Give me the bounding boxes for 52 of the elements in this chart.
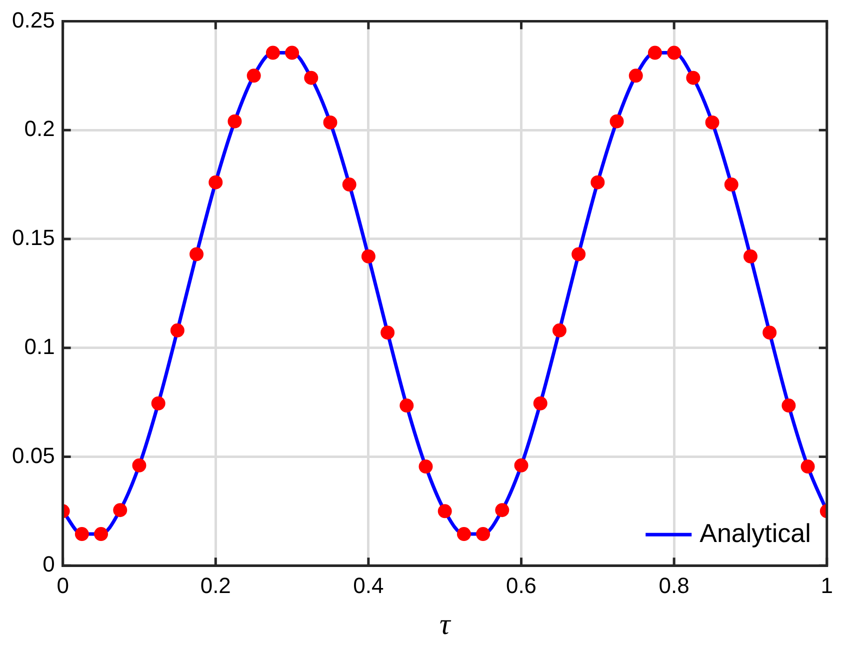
x-tick-label: 0.2 (200, 572, 231, 598)
point (74, 527, 89, 542)
point (438, 504, 452, 518)
point (285, 46, 300, 60)
point (456, 527, 471, 542)
x-axis-title: τ (439, 608, 452, 641)
point (132, 458, 146, 472)
point (228, 114, 242, 128)
point (476, 527, 490, 542)
point (495, 503, 510, 518)
point (400, 398, 414, 413)
y-tick-label: 0.1 (24, 334, 55, 359)
legend-label: Analytical (700, 518, 811, 548)
point (170, 323, 184, 338)
point (323, 115, 338, 130)
point (361, 249, 376, 264)
point (782, 398, 796, 413)
point (724, 178, 738, 192)
point (705, 115, 720, 130)
point (686, 70, 700, 85)
point (514, 458, 528, 472)
point (590, 175, 605, 190)
point (304, 70, 318, 85)
point (342, 178, 356, 192)
point (190, 247, 204, 262)
point (800, 460, 815, 474)
x-tick-label: 1 (820, 572, 834, 598)
point (246, 68, 261, 83)
point (208, 175, 223, 190)
point (94, 527, 108, 542)
point (572, 247, 586, 262)
x-tick-label: 0.8 (658, 572, 690, 598)
y-tick-label: 0 (42, 552, 55, 577)
point (380, 326, 395, 340)
y-tick-label: 0.15 (12, 225, 55, 250)
x-tick-label: 0.4 (353, 572, 384, 598)
point (610, 114, 624, 128)
point (628, 68, 643, 83)
point (552, 323, 566, 338)
point (418, 460, 433, 474)
point (648, 46, 662, 60)
point (762, 326, 777, 340)
y-tick-label: 0.05 (12, 442, 55, 468)
point (266, 46, 280, 60)
point (113, 503, 128, 518)
point (533, 396, 548, 410)
y-tick-label: 0.2 (24, 116, 55, 142)
point (151, 396, 166, 410)
point (743, 249, 758, 264)
point (667, 46, 682, 60)
y-tick-label: 0.25 (12, 7, 55, 32)
x-tick-label: 0.6 (506, 572, 537, 598)
